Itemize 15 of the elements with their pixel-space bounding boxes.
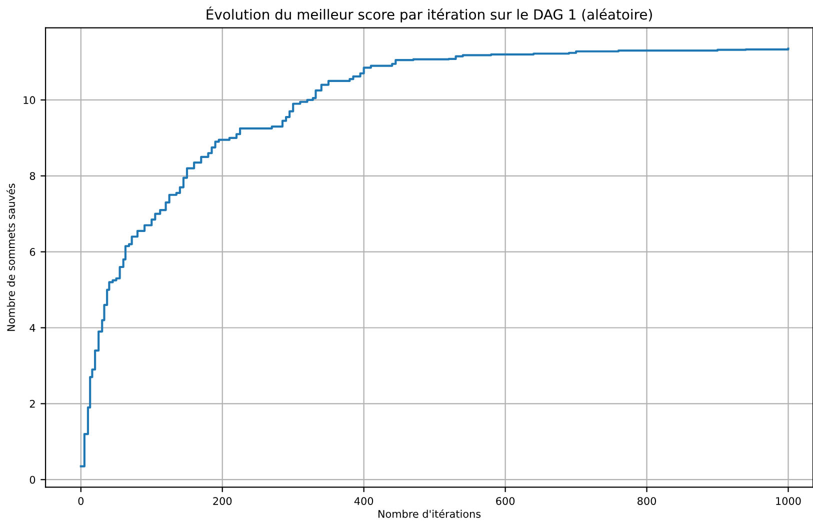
y-tick-label: 10 xyxy=(24,96,36,104)
x-tick-label: 600 xyxy=(496,497,515,505)
x-tick-label: 400 xyxy=(354,497,374,505)
y-tick-label: 0 xyxy=(30,476,36,484)
y-tick-label: 8 xyxy=(30,172,36,180)
y-tick-label: 2 xyxy=(30,400,35,408)
y-tick-label: 4 xyxy=(30,324,36,332)
chart-title: Évolution du meilleur score par itération sur le DAG 1 (aléatoire) xyxy=(206,6,652,22)
x-tick-label: 0 xyxy=(78,497,84,505)
x-tick-label: 800 xyxy=(638,497,656,505)
y-tick-label: 6 xyxy=(30,248,36,256)
x-tick-label: 1000 xyxy=(776,497,801,505)
x-axis-title: Nombre d'itérations xyxy=(378,509,481,518)
y-axis-title: Nombre de sommets sauvés xyxy=(6,184,15,331)
x-tick-label: 200 xyxy=(213,497,232,505)
